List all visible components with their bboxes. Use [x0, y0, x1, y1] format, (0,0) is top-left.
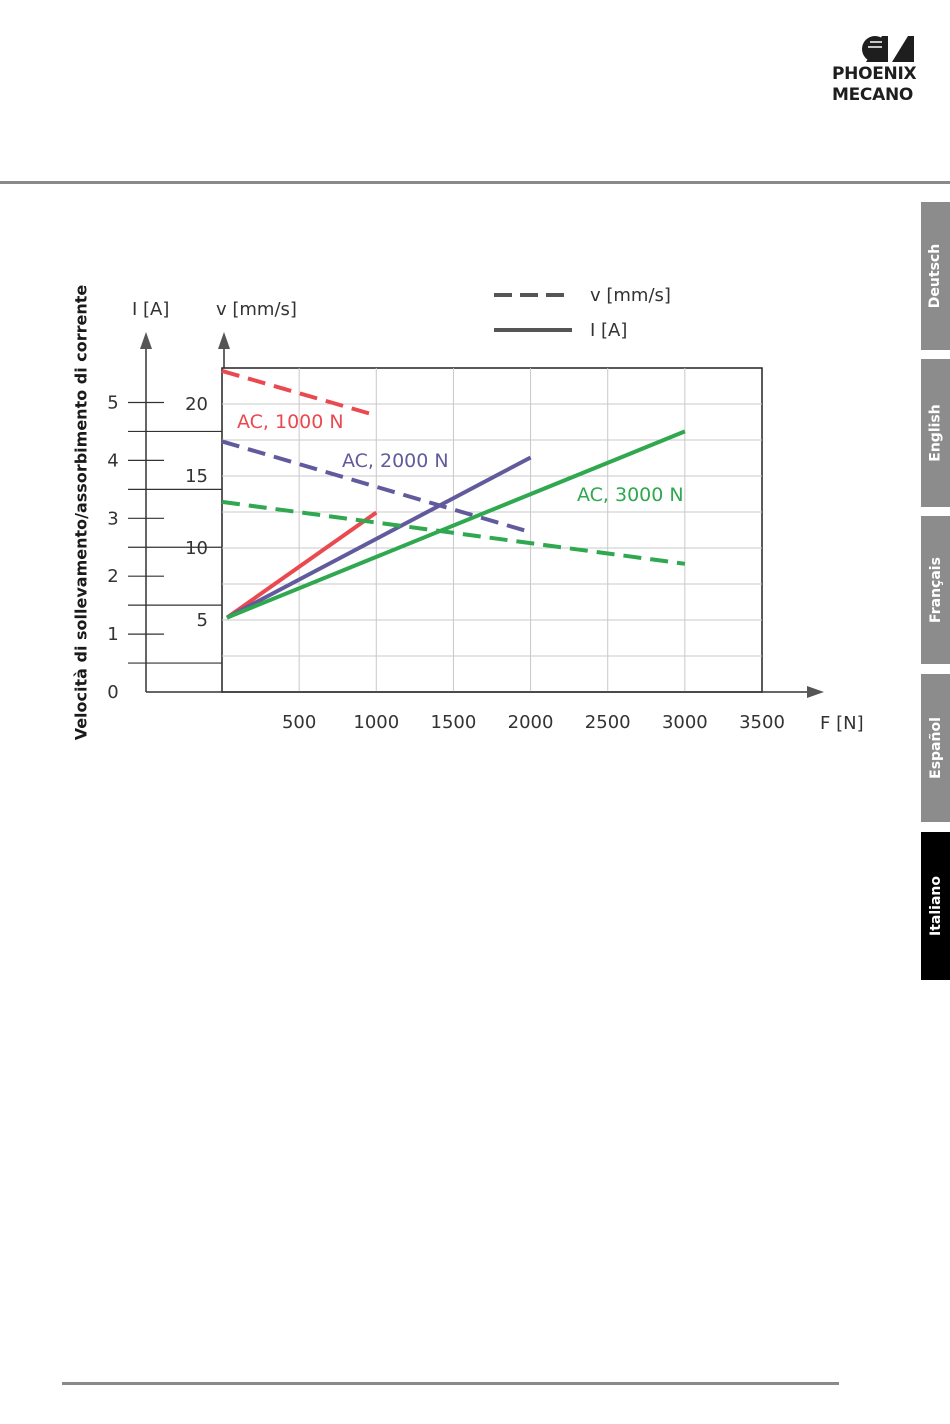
x-tick-label: 3000 [662, 712, 708, 733]
chart-legend: v [mm/s] I [A] [494, 285, 671, 341]
series-label: AC, 1000 N [237, 411, 344, 433]
x-tick-label: 2500 [585, 712, 631, 733]
current-tick-label: 0 [107, 682, 118, 703]
series-current-line [226, 429, 686, 620]
x-tick-label: 2000 [508, 712, 554, 733]
x-tick-label: 500 [282, 712, 316, 733]
current-tick-label: 5 [107, 393, 118, 414]
series-current-line [225, 510, 378, 620]
x-tick-label: 1500 [431, 712, 477, 733]
current-tick-label: 4 [107, 450, 118, 471]
tab-espanol[interactable]: Español [921, 674, 950, 822]
phoenix-mecano-logo: PHOENIX MECANO [832, 34, 922, 106]
current-axis-arrow-icon [140, 332, 152, 349]
brand-line1: PHOENIX [832, 64, 917, 84]
speed-axis-arrow-icon [218, 332, 230, 349]
x-axis-arrow-icon [807, 686, 824, 698]
footer-divider [62, 1382, 839, 1385]
series-speed-line [221, 499, 686, 566]
legend-dashed-label: v [mm/s] [590, 285, 671, 306]
legend-solid-label: I [A] [590, 320, 627, 341]
series-current-line [226, 455, 532, 620]
tab-italiano[interactable]: Italiano [921, 832, 950, 980]
speed-tick-label: 15 [185, 466, 208, 487]
current-tick-label: 2 [107, 566, 118, 587]
chart-ticks: 500 1000 1500 2000 2500 3000 3500 0 1 2 3 4 5 5 10 15 20 [107, 393, 785, 734]
series-label: AC, 2000 N [342, 450, 449, 472]
current-tick-label: 3 [107, 508, 118, 529]
x-tick-label: 3500 [739, 712, 785, 733]
speed-tick-label: 10 [185, 538, 208, 559]
series-label: AC, 3000 N [577, 484, 684, 506]
chart-axes [140, 332, 824, 698]
x-tick-label: 1000 [353, 712, 399, 733]
logo-mark-icon [862, 36, 914, 62]
tab-english[interactable]: English [921, 359, 950, 507]
x-axis-label: F [N] [820, 713, 864, 734]
tab-deutsch[interactable]: Deutsch [921, 202, 950, 350]
current-axis-label: I [A] [132, 299, 169, 320]
tab-francais[interactable]: Français [921, 516, 950, 664]
speed-axis-label: v [mm/s] [216, 299, 297, 320]
header-divider [0, 181, 950, 184]
chart-series: AC, 1000 N AC, 2000 N AC, 3000 N [221, 368, 686, 620]
speed-tick-label: 20 [185, 394, 208, 415]
current-tick-label: 1 [107, 624, 118, 645]
brand-line2: MECANO [832, 85, 914, 105]
speed-tick-label: 5 [197, 610, 208, 631]
